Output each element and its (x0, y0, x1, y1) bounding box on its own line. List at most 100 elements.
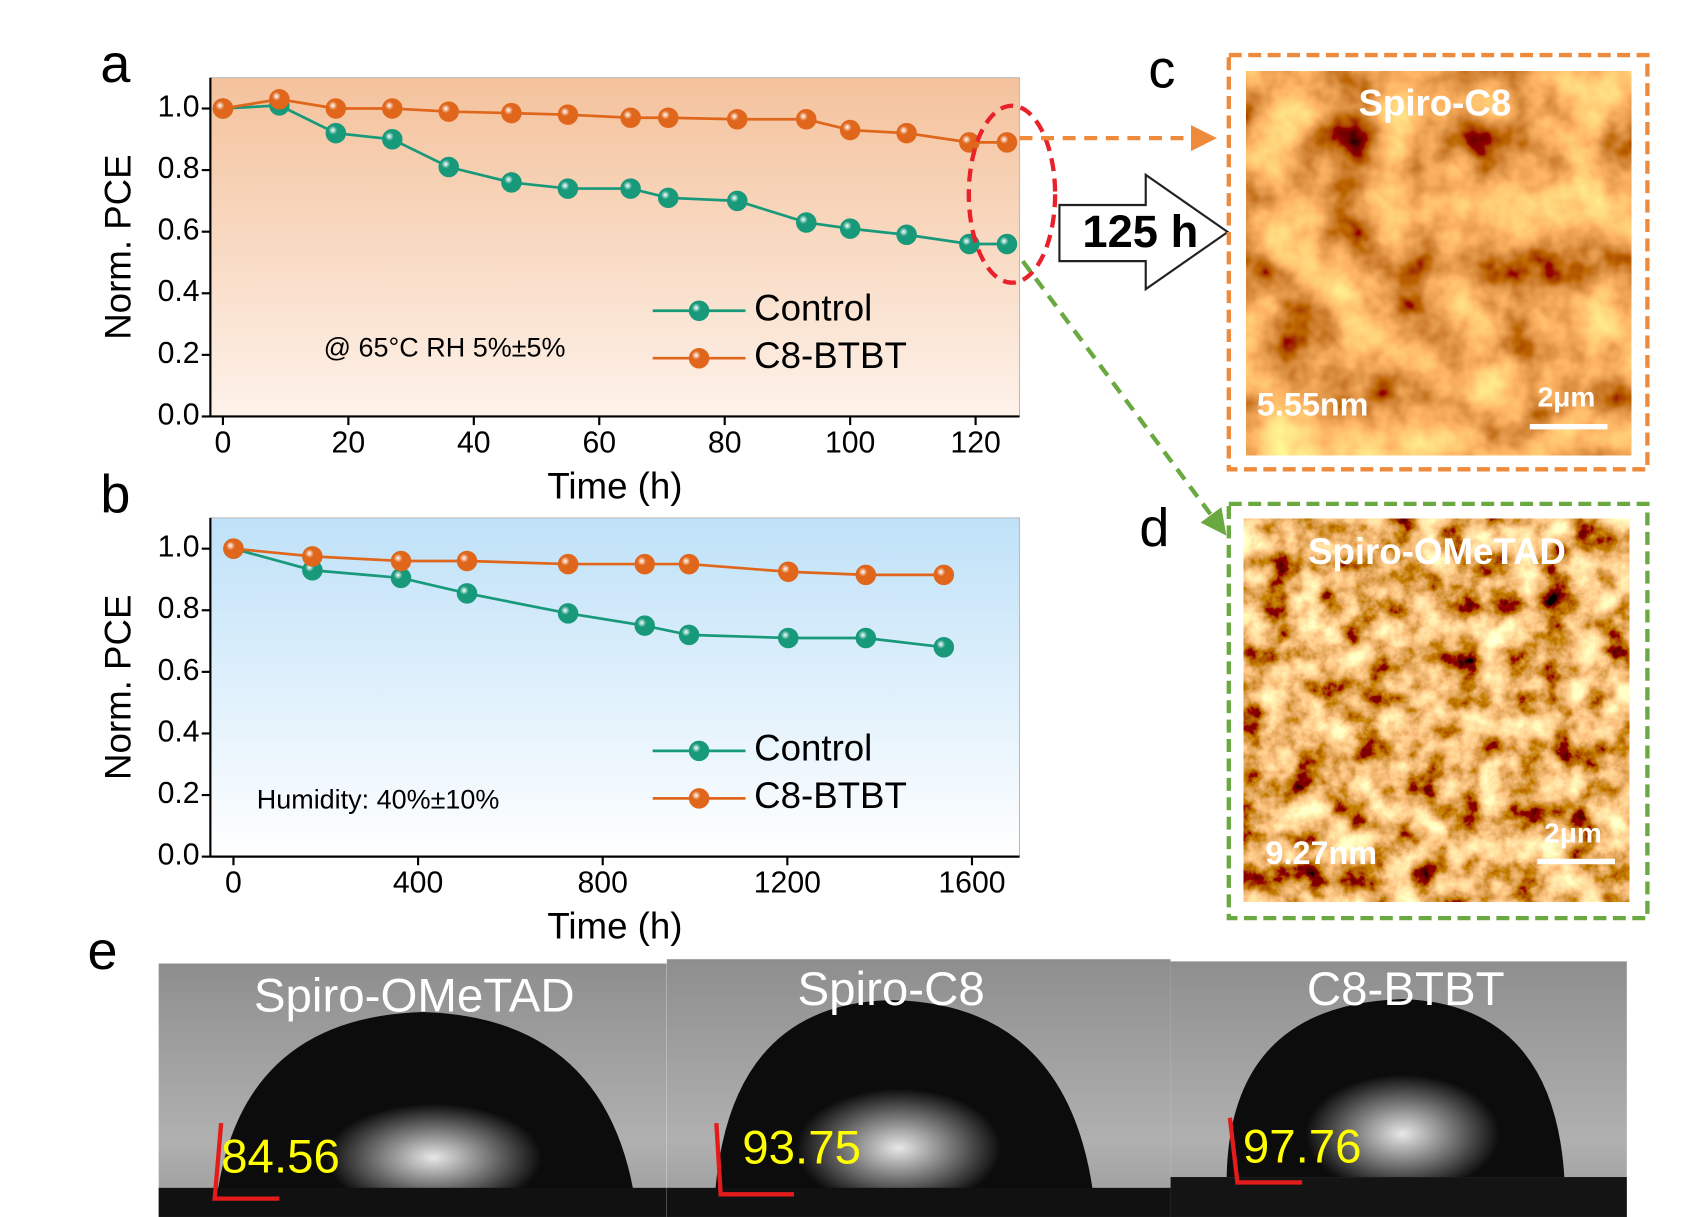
x-tick-label: 0 (215, 426, 232, 459)
data-point (325, 122, 347, 144)
data-point (678, 553, 700, 575)
x-tick-label: 400 (393, 867, 443, 900)
data-point (933, 564, 955, 586)
x-tick-label: 40 (457, 426, 491, 459)
droplet-photo (666, 959, 1171, 1217)
y-tick-label: 0.2 (158, 337, 200, 370)
photo-title: Spiro-C8 (798, 963, 985, 1016)
panel-label: a (100, 34, 130, 94)
photo-title: C8-BTBT (1307, 963, 1505, 1016)
scale-bar (1529, 424, 1608, 430)
afm-frame (1226, 52, 1650, 472)
data-point (996, 132, 1018, 153)
x-tick-label: 60 (582, 426, 616, 459)
afm-title: Spiro-C8 (1358, 82, 1511, 123)
data-point (557, 104, 579, 125)
y-tick-label: 0.6 (158, 654, 200, 687)
legend-marker (688, 788, 710, 809)
arrow-label: 125 h (1082, 206, 1198, 257)
reflection (796, 1088, 1002, 1208)
angle-marker (1227, 1117, 1303, 1185)
data-point (896, 224, 917, 246)
panel-label: c (1148, 40, 1175, 100)
data-point (501, 172, 522, 193)
data-point (855, 564, 877, 586)
photo-title: Spiro-OMeTAD (254, 970, 575, 1023)
data-point (620, 107, 641, 128)
data-point (223, 538, 244, 559)
annotation: @ 65°C RH 5%±5% (324, 333, 566, 363)
scale-bar-label: 2μm (1544, 817, 1602, 848)
x-axis-title: Time (h) (547, 906, 682, 947)
afm-image (1243, 518, 1630, 902)
legend-label: C8-BTBT (754, 335, 907, 376)
data-point (325, 98, 347, 119)
legend-label: C8-BTBT (754, 775, 907, 816)
legend-marker (688, 300, 710, 321)
data-point (778, 627, 799, 649)
data-point (438, 101, 459, 122)
data-point (620, 178, 641, 199)
droplet-photo (1170, 961, 1627, 1217)
y-tick-label: 0.6 (158, 214, 200, 247)
data-point (382, 98, 403, 119)
data-point (634, 553, 655, 575)
x-tick-label: 20 (332, 426, 366, 459)
panel-label: b (100, 465, 130, 525)
substrate (158, 1187, 667, 1217)
y-axis-title: Norm. PCE (98, 595, 139, 780)
charts: 0.0 0.2 0.4 0.6 0.8 1.0 0 20 40 60 80 100 120 Time (h… (98, 77, 1021, 947)
contact-angle-value: 84.56 (221, 1130, 340, 1183)
series-line (233, 547, 944, 649)
x-tick-label: 1200 (754, 867, 821, 900)
data-point (839, 218, 861, 239)
y-tick-label: 1.0 (158, 90, 200, 123)
data-point (959, 132, 980, 153)
x-tick-label: 0 (225, 867, 242, 900)
data-point (658, 107, 679, 128)
afm-roughness: 9.27nm (1265, 835, 1377, 871)
y-tick-label: 0.0 (158, 839, 200, 872)
y-tick-label: 0.4 (158, 715, 200, 748)
y-tick-label: 0.8 (158, 592, 200, 625)
data-point (678, 624, 700, 646)
data-point (933, 636, 955, 658)
afm-roughness: 5.55nm (1257, 386, 1369, 422)
afm-frame (1226, 501, 1650, 921)
annotation: Humidity: 40%±10% (257, 785, 500, 815)
data-point (996, 233, 1018, 255)
scale-bar-label: 2μm (1538, 382, 1596, 413)
data-point (501, 102, 522, 124)
data-point (634, 615, 655, 636)
connector-arrow (1021, 259, 1227, 536)
data-point (456, 550, 478, 572)
line-chart: 0.0 0.2 0.4 0.6 0.8 1.0 0 400 800 1200 1600 Time (h… (98, 517, 1021, 947)
data-point (557, 603, 579, 624)
legend-label: Control (754, 287, 872, 328)
data-point (839, 119, 861, 141)
data-point (855, 627, 877, 649)
panel-label: e (87, 921, 117, 981)
data-point (796, 109, 817, 130)
scale-bar (1537, 858, 1616, 865)
contact-angle-image (158, 959, 1627, 1217)
y-axis-title: Norm. PCE (98, 154, 139, 339)
x-tick-label: 80 (708, 426, 742, 459)
data-point (727, 109, 748, 130)
data-point (557, 178, 579, 199)
x-tick-label: 800 (578, 867, 628, 900)
data-point (302, 546, 323, 567)
data-point (658, 187, 679, 209)
angle-marker (212, 1122, 280, 1201)
time-arrow (1058, 172, 1230, 292)
afm-title: Spiro-OMeTAD (1308, 531, 1566, 572)
data-point (778, 561, 799, 583)
reflection (1305, 1074, 1500, 1194)
data-point (896, 122, 917, 144)
angle-marker (714, 1122, 795, 1197)
panel-label: d (1139, 498, 1169, 558)
data-point (438, 156, 459, 178)
y-tick-label: 0.2 (158, 777, 200, 810)
data-point (557, 553, 579, 575)
